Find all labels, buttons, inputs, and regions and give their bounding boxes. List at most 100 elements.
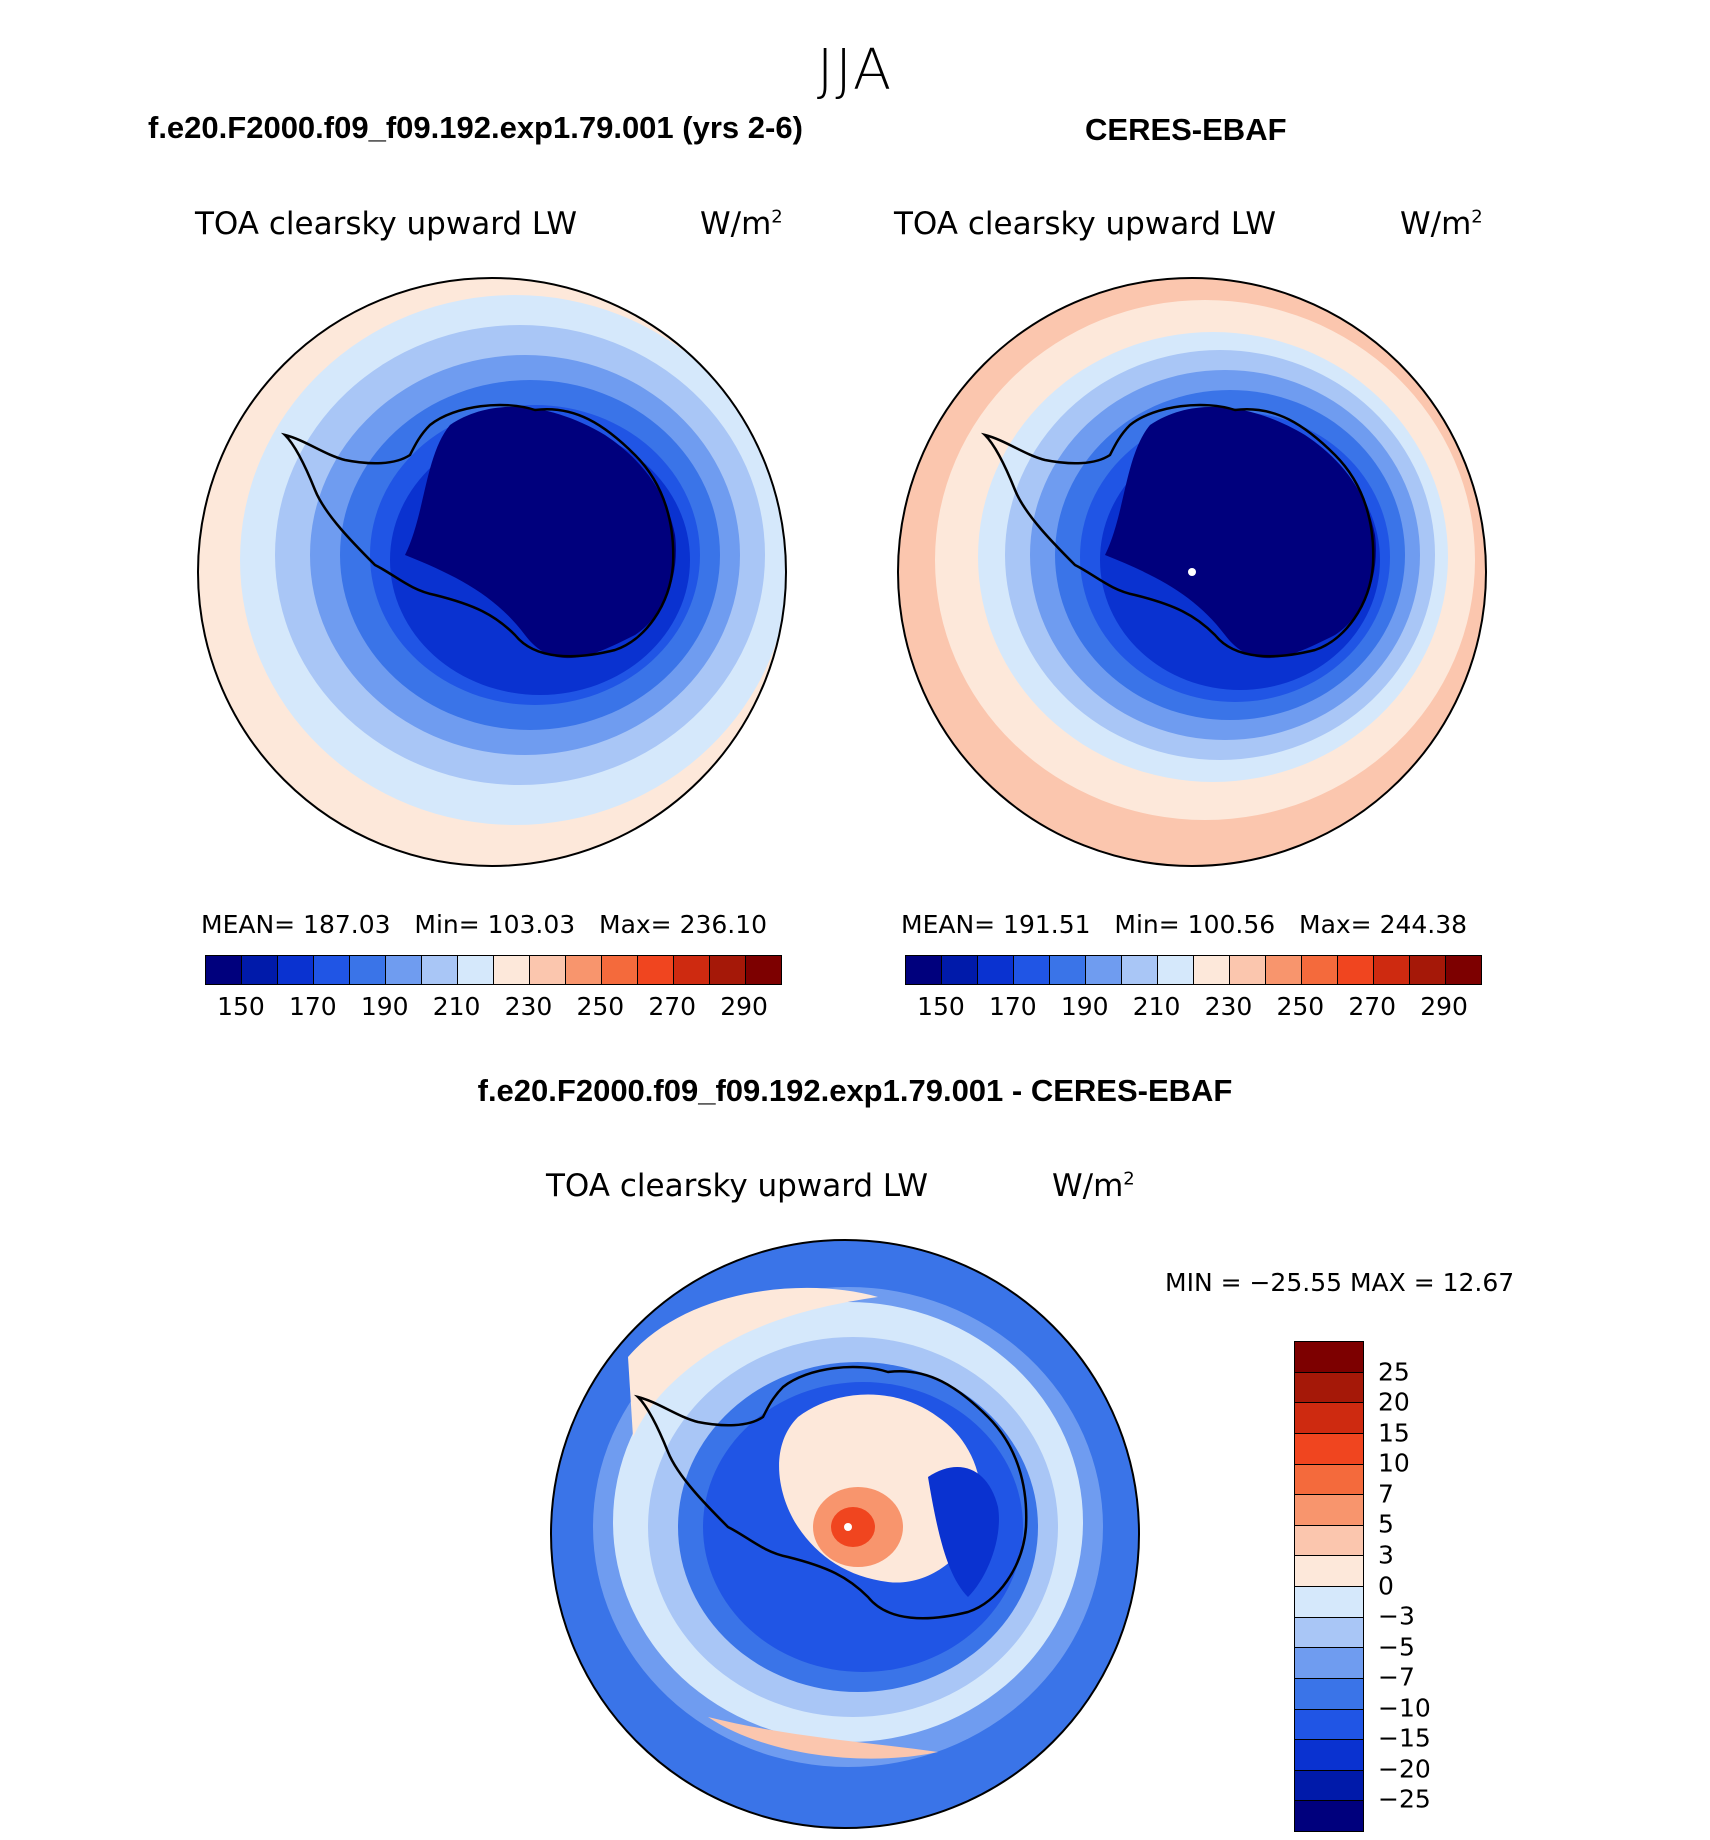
season-title: JJA (816, 38, 894, 103)
colorbar-swatch (1295, 1587, 1363, 1618)
colorbar-swatch (1302, 956, 1338, 984)
colorbar-tick-label: 170 (988, 992, 1037, 1021)
diff-minmax: MIN = −25.55 MAX = 12.67 (1165, 1268, 1515, 1297)
colorbar-tick-label: −5 (1378, 1632, 1415, 1662)
colorbar-tick-label: −15 (1378, 1723, 1431, 1753)
colorbar-tick-label: 20 (1378, 1387, 1410, 1417)
colorbar-swatch (674, 956, 710, 984)
colorbar-swatch (1266, 956, 1302, 984)
colorbar-tick-label: 170 (288, 992, 337, 1021)
colorbar-swatch (530, 956, 566, 984)
colorbar-swatch (1295, 1678, 1363, 1710)
colorbar-swatch (1295, 1648, 1363, 1679)
colorbar-tick-label: 0 (1378, 1571, 1394, 1600)
colorbar-swatch (1194, 956, 1230, 984)
colorbar-swatch (422, 956, 458, 984)
colorbar-swatch (746, 956, 781, 984)
obs-stats: MEAN= 191.51 Min= 100.56 Max= 244.38 (901, 910, 1468, 939)
colorbar-swatch (942, 956, 978, 984)
colorbar-tick-label: 230 (504, 992, 553, 1021)
colorbar-tick-label: −20 (1378, 1754, 1431, 1784)
colorbar-swatch (1295, 1556, 1363, 1587)
colorbar-tick-label: 150 (917, 992, 965, 1021)
colorbar-tick-label: 150 (217, 992, 265, 1021)
model-variable-title: TOA clearsky upward LW (195, 206, 578, 242)
colorbar-swatch (1295, 1464, 1363, 1496)
colorbar-tick-label: 270 (1348, 992, 1397, 1021)
model-colorbar (205, 955, 782, 985)
colorbar-swatch (1295, 1495, 1363, 1526)
colorbar-swatch (638, 956, 674, 984)
antarctica-coastline (980, 403, 1375, 658)
colorbar-swatch (1295, 1770, 1363, 1802)
diff-panel-title: f.e20.F2000.f09_f09.192.exp1.79.001 - CE… (477, 1073, 1233, 1108)
colorbar-tick-label: 10 (1378, 1448, 1410, 1478)
colorbar-swatch (602, 956, 638, 984)
colorbar-tick-label: 190 (360, 992, 409, 1021)
obs-polar-map (897, 277, 1487, 867)
colorbar-swatch (314, 956, 350, 984)
obs-colorbar-ticks: 150 170 190 210 230 250 270 290 (905, 992, 1480, 1022)
antarctica-coastline (633, 1365, 1028, 1620)
colorbar-tick-label: −25 (1378, 1784, 1431, 1814)
diff-variable-title: TOA clearsky upward LW (546, 1168, 929, 1204)
colorbar-swatch (566, 956, 602, 984)
colorbar-swatch (1295, 1801, 1363, 1831)
colorbar-swatch (1374, 956, 1410, 984)
colorbar-swatch (1050, 956, 1086, 984)
colorbar-tick-label: 290 (1420, 992, 1468, 1021)
colorbar-tick-label: 3 (1378, 1540, 1394, 1570)
colorbar-swatch (206, 956, 242, 984)
colorbar-swatch (1338, 956, 1374, 984)
colorbar-tick-label: 270 (648, 992, 697, 1021)
colorbar-tick-label: 25 (1378, 1357, 1410, 1387)
colorbar-swatch (1295, 1342, 1363, 1373)
diff-colorbar-ticks: 25 20 15 10 7 5 3 0 −3 −5 −7 −10 −15 −20 −25 (1378, 1341, 1478, 1830)
model-units: W/m2 (700, 206, 783, 242)
diff-units: W/m2 (1052, 1168, 1135, 1204)
colorbar-swatch (1230, 956, 1266, 984)
obs-panel-title: CERES-EBAF (1085, 112, 1287, 147)
colorbar-swatch (1014, 956, 1050, 984)
colorbar-swatch (494, 956, 530, 984)
colorbar-tick-label: 5 (1378, 1509, 1394, 1539)
colorbar-tick-label: 250 (576, 992, 625, 1021)
colorbar-tick-label: 15 (1378, 1418, 1410, 1448)
colorbar-swatch (242, 956, 278, 984)
colorbar-swatch (278, 956, 314, 984)
colorbar-tick-label: −7 (1378, 1662, 1415, 1692)
colorbar-swatch (386, 956, 422, 984)
colorbar-swatch (1295, 1403, 1363, 1434)
colorbar-tick-label: −3 (1378, 1601, 1415, 1631)
diff-colorbar (1294, 1341, 1364, 1832)
colorbar-swatch (1410, 956, 1446, 984)
obs-colorbar (905, 955, 1482, 985)
colorbar-swatch (350, 956, 386, 984)
colorbar-swatch (1295, 1617, 1363, 1649)
colorbar-swatch (906, 956, 942, 984)
colorbar-swatch (1295, 1433, 1363, 1465)
colorbar-tick-label: 250 (1276, 992, 1325, 1021)
obs-units: W/m2 (1400, 206, 1483, 242)
colorbar-swatch (1158, 956, 1194, 984)
antarctica-coastline (280, 403, 675, 658)
model-colorbar-ticks: 150 170 190 210 230 250 270 290 (205, 992, 780, 1022)
colorbar-swatch (978, 956, 1014, 984)
colorbar-tick-label: 290 (720, 992, 768, 1021)
colorbar-tick-label: 210 (432, 992, 481, 1021)
model-polar-map (197, 277, 787, 867)
colorbar-tick-label: 210 (1132, 992, 1181, 1021)
colorbar-swatch (1295, 1740, 1363, 1771)
colorbar-tick-label: 230 (1204, 992, 1253, 1021)
diff-polar-map (550, 1239, 1140, 1829)
colorbar-swatch (1122, 956, 1158, 984)
south-pole-marker (1188, 568, 1196, 576)
south-pole-marker (844, 1523, 852, 1531)
model-stats: MEAN= 187.03 Min= 103.03 Max= 236.10 (201, 910, 768, 939)
obs-variable-title: TOA clearsky upward LW (894, 206, 1277, 242)
colorbar-swatch (1295, 1372, 1363, 1404)
colorbar-tick-label: −10 (1378, 1693, 1431, 1723)
colorbar-swatch (1295, 1709, 1363, 1741)
colorbar-swatch (458, 956, 494, 984)
colorbar-swatch (1295, 1525, 1363, 1557)
